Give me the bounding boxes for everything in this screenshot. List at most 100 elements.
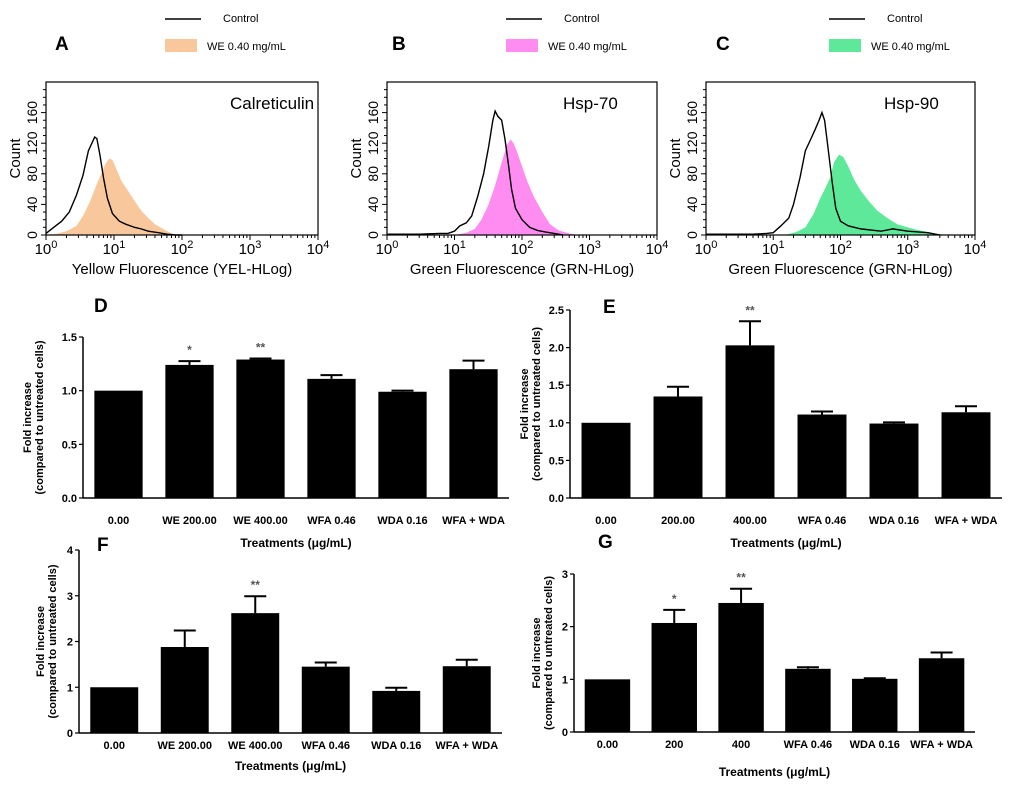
x-tick-label: WFA 0.46 <box>784 739 833 751</box>
bar <box>449 369 498 498</box>
panel-label: D <box>94 296 108 317</box>
bar <box>160 646 209 733</box>
y-tick-label: 0.5 <box>62 439 77 451</box>
bar <box>165 364 214 498</box>
y-tick-label: 4 <box>67 545 74 557</box>
bar <box>94 390 143 498</box>
x-tick-label: 400.00 <box>733 515 767 527</box>
bar <box>653 396 703 498</box>
x-axis-label: Treatments (μg/mL) <box>730 536 841 550</box>
histogram-title: Hsp-70 <box>563 94 618 113</box>
treatment-histogram-area <box>46 158 179 235</box>
bar <box>90 687 139 733</box>
x-tick-label: 102 <box>511 239 534 258</box>
x-tick-label: WDA 0.16 <box>377 515 427 527</box>
x-tick-label: 0.00 <box>108 515 129 527</box>
y-axis-label-sub: (compared to untreated cells) <box>531 327 543 481</box>
significance-marker: ** <box>745 303 755 317</box>
y-tick-label: 0.0 <box>62 493 77 505</box>
legend-label-control: Control <box>887 13 922 25</box>
y-axis-label: Count <box>7 138 24 179</box>
x-tick-label: WDA 0.16 <box>869 515 919 527</box>
legend-label-treatment: WE 0.40 mg/mL <box>207 41 286 53</box>
bar-chart-panel-d: D 0.00 * WE 200.00 ** WE 400.00 WFA 0.46 WDA 0.… <box>22 296 509 550</box>
control-histogram-line <box>45 136 182 236</box>
treatment-histogram-area <box>454 139 580 235</box>
significance-marker: ** <box>736 571 746 585</box>
y-tick-label: 0 <box>24 231 40 239</box>
x-tick-label: WDA 0.16 <box>371 740 421 752</box>
significance-marker: * <box>672 592 677 606</box>
bar <box>852 678 898 732</box>
y-axis-label: Fold increase <box>519 369 531 440</box>
x-axis-label: Treatments (μg/mL) <box>719 765 830 779</box>
y-tick-label: 0.5 <box>549 455 564 467</box>
bar <box>442 666 491 733</box>
x-tick-label: 400 <box>732 739 750 751</box>
bar <box>581 422 631 498</box>
bar <box>307 378 356 498</box>
x-tick-label: WFA + WDA <box>442 515 505 527</box>
legend: Control WE 0.40 mg/mL <box>165 13 286 53</box>
y-tick-label: 1.5 <box>549 380 564 392</box>
y-tick-label: 1 <box>67 682 73 694</box>
x-tick-label: 200.00 <box>661 515 695 527</box>
y-axis-label: Count <box>348 138 365 179</box>
y-tick-label: 2.0 <box>549 343 564 355</box>
bar <box>584 679 631 732</box>
x-tick-label: 103 <box>239 239 262 258</box>
y-tick-label: 80 <box>24 166 40 182</box>
bar-chart-panel-g: G 0.00 * 200 ** 400 WFA 0.46 WDA 0.16 WFA + WDA 0… <box>531 532 975 779</box>
y-tick-label: 0 <box>365 231 381 239</box>
x-tick-label: 101 <box>443 239 466 258</box>
control-histogram-line <box>387 109 563 236</box>
bar <box>236 359 285 498</box>
y-tick-label: 1.0 <box>62 386 77 398</box>
bar <box>797 414 847 498</box>
x-tick-label: WFA 0.46 <box>302 740 351 752</box>
y-tick-label: 1.5 <box>62 332 77 344</box>
x-tick-label: 100 <box>376 239 399 258</box>
x-tick-label: 100 <box>695 239 718 258</box>
x-tick-label: WFA 0.46 <box>798 515 847 527</box>
panel-label: A <box>55 34 69 55</box>
x-tick-label: WE 400.00 <box>228 740 282 752</box>
y-tick-label: 2 <box>562 622 568 634</box>
legend: Control WE 0.40 mg/mL <box>829 13 950 53</box>
x-tick-label: 102 <box>171 239 194 258</box>
panel-label: B <box>392 34 406 55</box>
panel-label: E <box>603 297 616 318</box>
legend-swatch-treatment <box>165 39 197 52</box>
legend: Control WE 0.40 mg/mL <box>506 13 627 53</box>
legend-label-treatment: WE 0.40 mg/mL <box>548 41 627 53</box>
x-tick-label: 101 <box>762 239 785 258</box>
x-tick-label: 104 <box>646 239 669 258</box>
x-axis-label: Treatments (μg/mL) <box>240 536 351 550</box>
x-tick-label: 100 <box>35 239 58 258</box>
legend-swatch-treatment <box>506 39 538 52</box>
significance-marker: ** <box>256 340 266 354</box>
histogram-title: Calreticulin <box>230 94 314 113</box>
y-tick-label: 3 <box>67 591 73 603</box>
panel-label: F <box>97 535 109 556</box>
bar <box>301 666 350 733</box>
x-tick-label: WFA + WDA <box>935 515 998 527</box>
x-tick-label: WFA + WDA <box>910 739 973 751</box>
y-tick-label: 1 <box>562 674 568 686</box>
bar <box>941 412 991 498</box>
bar <box>725 345 775 498</box>
panel-label: C <box>716 34 730 55</box>
x-tick-label: WE 200.00 <box>158 740 212 752</box>
bar <box>869 423 919 498</box>
bar <box>918 658 965 732</box>
control-histogram-line <box>706 110 940 236</box>
y-axis-label-sub: (compared to untreated cells) <box>34 340 46 494</box>
x-tick-label: 0.00 <box>595 515 616 527</box>
y-axis-label-sub: (compared to untreated cells) <box>543 576 555 730</box>
y-tick-label: 0 <box>684 231 700 239</box>
y-tick-label: 1.0 <box>549 418 564 430</box>
y-axis-label: Fold increase <box>22 382 34 453</box>
y-tick-label: 80 <box>365 166 381 182</box>
